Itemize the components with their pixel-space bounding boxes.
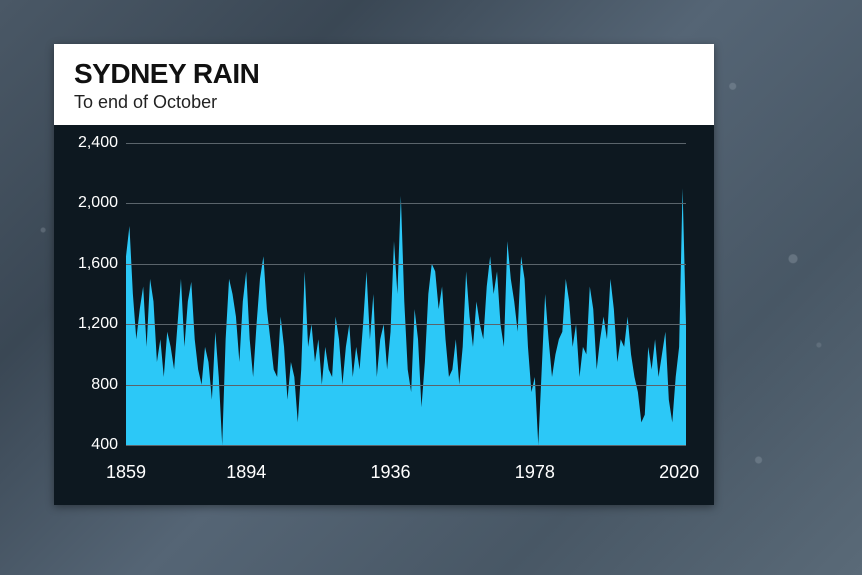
y-tick-label: 2,400 [54, 134, 118, 152]
chart-area: 400 800 1,200 1,600 2,000 2,400 1859 1894 1936 19… [54, 125, 714, 505]
x-tick-label: 1936 [371, 462, 411, 483]
area-series [126, 143, 686, 445]
gridline [126, 203, 686, 204]
chart-card: SYDNEY RAIN To end of October 400 800 1,20… [54, 44, 714, 505]
y-tick-label: 1,200 [54, 315, 118, 333]
plot-region [126, 143, 686, 445]
gridline [126, 385, 686, 386]
y-tick-label: 400 [54, 436, 118, 454]
gridline [126, 324, 686, 325]
chart-title: SYDNEY RAIN [74, 58, 694, 90]
y-tick-label: 1,600 [54, 255, 118, 273]
x-tick-label: 2020 [659, 462, 699, 483]
x-tick-label: 1978 [515, 462, 555, 483]
gridline [126, 445, 686, 446]
y-tick-label: 2,000 [54, 194, 118, 212]
chart-subtitle: To end of October [74, 92, 694, 113]
gridline [126, 143, 686, 144]
y-tick-label: 800 [54, 376, 118, 394]
x-tick-label: 1894 [226, 462, 266, 483]
rain-area-path [126, 188, 686, 445]
x-tick-label: 1859 [106, 462, 146, 483]
chart-header: SYDNEY RAIN To end of October [54, 44, 714, 125]
gridline [126, 264, 686, 265]
